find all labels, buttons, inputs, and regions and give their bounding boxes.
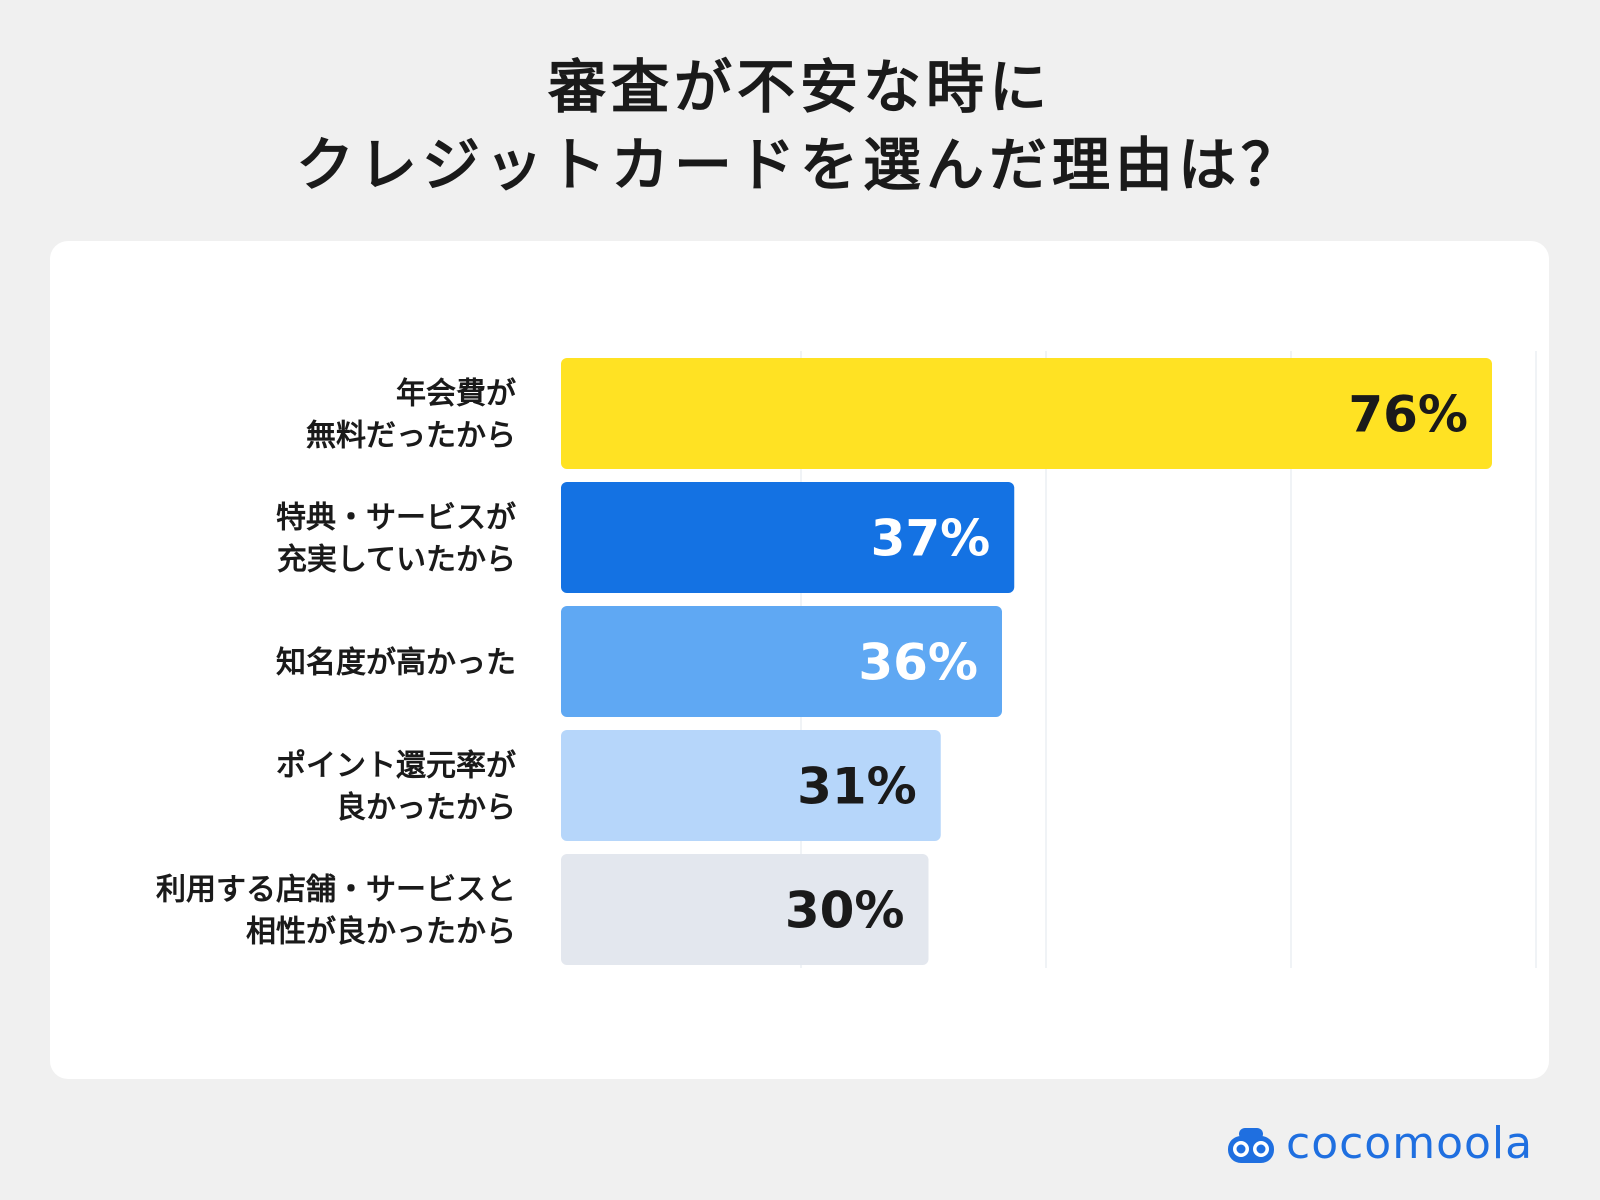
bar-value-label: 30% <box>785 882 905 940</box>
bar <box>561 482 1015 593</box>
category-label: 年会費が <box>396 377 516 412</box>
bar-value-label: 31% <box>797 758 917 816</box>
bar-value-label: 37% <box>871 510 991 568</box>
bar <box>561 854 929 965</box>
title-line-2: クレジットカードを選んだ理由は？ <box>295 131 1304 199</box>
bar-value-label: 76% <box>1348 386 1468 444</box>
bar <box>561 358 1492 469</box>
category-label: 充実していたから <box>277 543 516 578</box>
bar <box>561 606 1002 717</box>
bar <box>561 730 941 841</box>
category-label: 相性が良かったから <box>246 915 516 950</box>
brand-name: cocomoola <box>1286 1118 1534 1169</box>
category-label: 良かったから <box>336 791 516 826</box>
category-label: ポイント還元率が <box>276 749 516 784</box>
brand-logo: cocomoola <box>1224 1114 1533 1174</box>
page-title: 審査が不安な時に クレジットカードを選んだ理由は？ <box>0 48 1600 204</box>
category-label: 無料だったから <box>306 419 516 454</box>
binoculars-icon <box>1228 1128 1274 1163</box>
bar-value-label: 36% <box>858 634 978 692</box>
category-label: 知名度が高かった <box>276 646 516 681</box>
chart-card: 76% 年会費が無料だったから 37% 特典・サービスが 充実していたから 36% 知名度が… <box>50 241 1549 1079</box>
category-label: 利用する店舗・サービスと <box>156 873 516 908</box>
category-label: 特典・サービスが <box>276 501 516 536</box>
title-line-1: 審査が不安な時に <box>547 53 1052 121</box>
